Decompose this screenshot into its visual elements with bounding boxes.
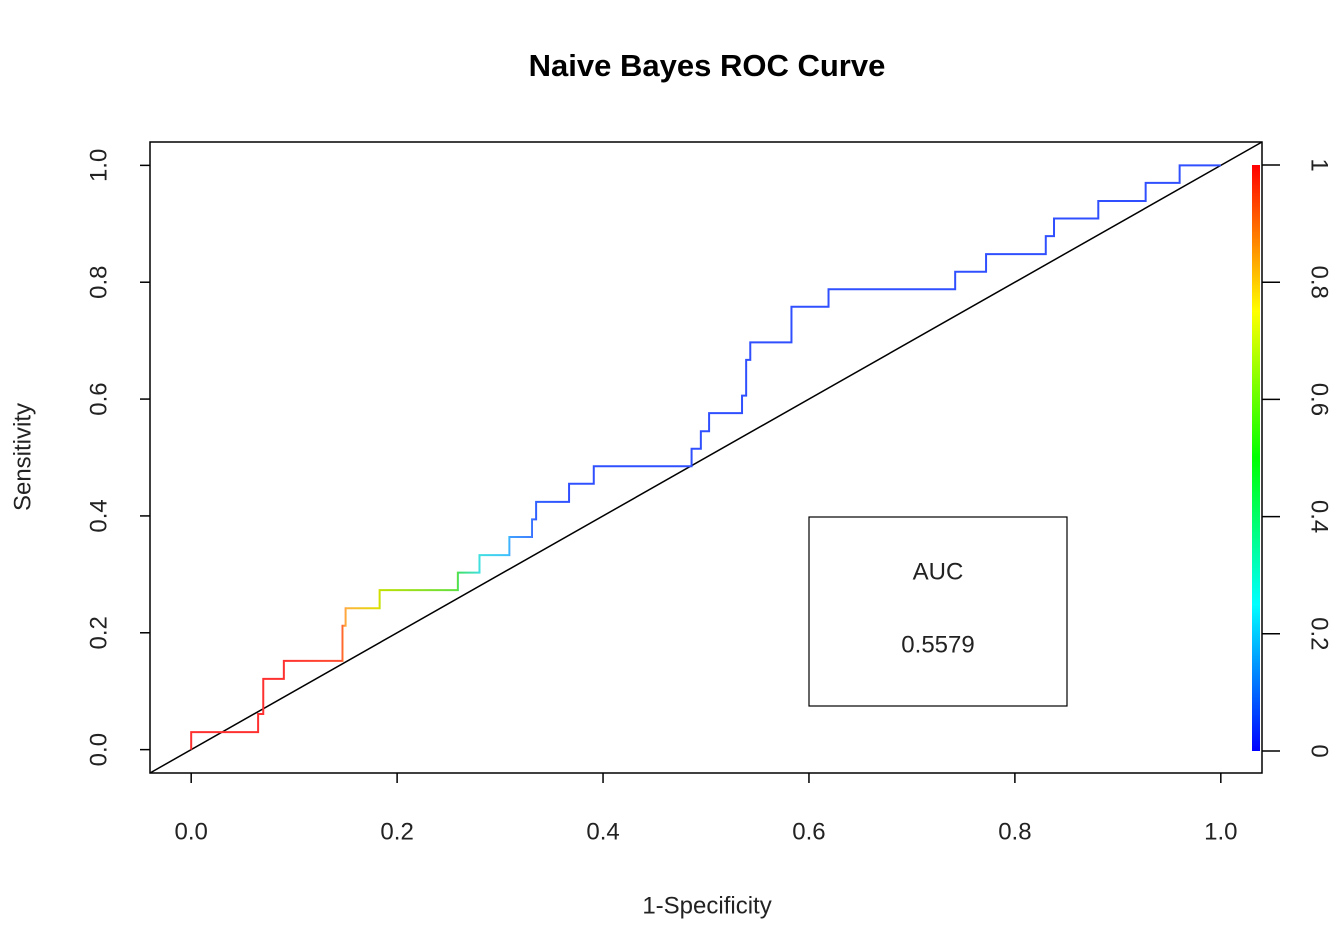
x-tick-label: 0.8 xyxy=(998,818,1031,845)
y-tick-label: 0.8 xyxy=(85,266,112,299)
colorbar-tick-label: 0.6 xyxy=(1306,383,1333,416)
auc-label: AUC xyxy=(913,558,964,585)
x-tick-label: 0.4 xyxy=(586,818,619,845)
x-tick-label: 1.0 xyxy=(1204,818,1237,845)
x-axis-label: 1-Specificity xyxy=(642,892,771,919)
y-tick-label: 0.2 xyxy=(85,616,112,649)
auc-box xyxy=(808,516,1068,707)
plot-frame xyxy=(149,141,1263,774)
colorbar-tick-label: 0.8 xyxy=(1306,266,1333,299)
diagonal-line xyxy=(149,141,1263,774)
chart-title: Naive Bayes ROC Curve xyxy=(529,48,886,83)
colorbar-tick-label: 0.2 xyxy=(1306,617,1333,650)
auc-value: 0.5579 xyxy=(901,631,974,658)
y-tick-label: 1.0 xyxy=(85,149,112,182)
colorbar xyxy=(1252,165,1260,751)
x-tick-label: 0.6 xyxy=(792,818,825,845)
y-axis-label: Sensitivity xyxy=(9,403,36,511)
y-tick-label: 0.6 xyxy=(85,382,112,415)
x-tick-label: 0.2 xyxy=(380,818,413,845)
y-tick-label: 0.0 xyxy=(85,733,112,766)
colorbar-tick-label: 0.4 xyxy=(1306,500,1333,533)
x-tick-label: 0.0 xyxy=(174,818,207,845)
colorbar-tick-label: 1 xyxy=(1306,158,1333,171)
roc-curve xyxy=(190,164,1221,750)
y-tick-label: 0.4 xyxy=(85,499,112,532)
colorbar-tick-label: 0 xyxy=(1306,744,1333,757)
